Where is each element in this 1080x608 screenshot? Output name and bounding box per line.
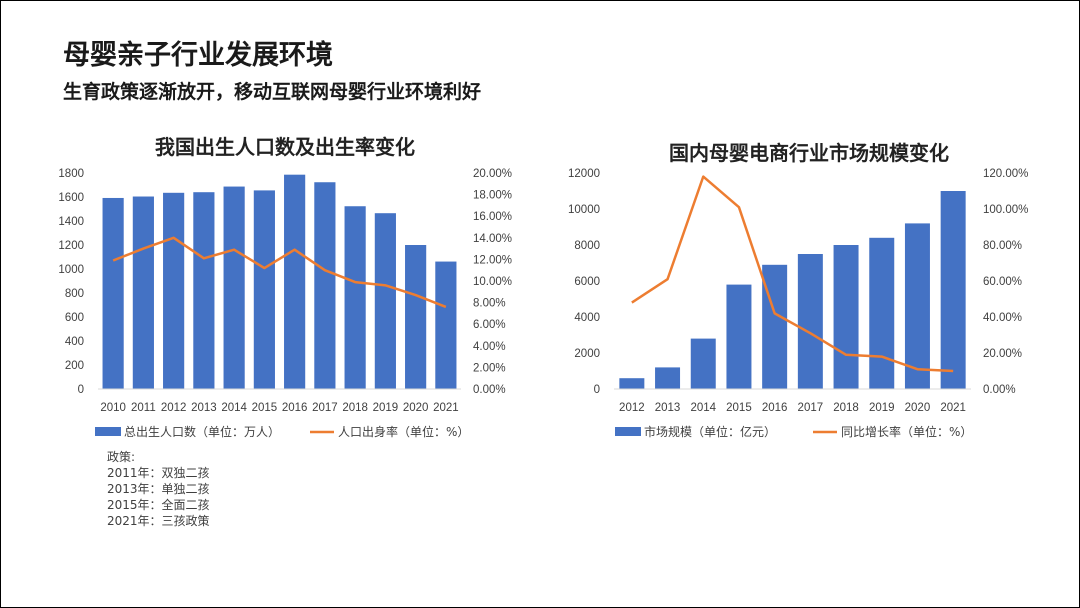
bar: [655, 367, 681, 389]
bar: [690, 338, 716, 389]
bar: [405, 245, 427, 389]
policy-item: 2015年：全面二孩: [107, 498, 210, 512]
y-left-tick-label: 2000: [574, 348, 600, 360]
x-tick-label: 2012: [161, 402, 187, 414]
y-left-tick-label: 1800: [58, 168, 84, 180]
bar: [193, 192, 215, 389]
x-tick-label: 2018: [342, 402, 368, 414]
x-tick-label: 2015: [726, 402, 752, 414]
y-left-tick-label: 10000: [568, 204, 600, 216]
bar: [253, 190, 275, 389]
y-left-tick-label: 8000: [574, 240, 600, 252]
y-right-tick-label: 12.00%: [473, 254, 512, 266]
x-tick-label: 2021: [433, 402, 459, 414]
ecommerce-chart: 国内母婴电商行业市场规模变化 0 2000 4000 6000 8000 10000 1200…: [568, 141, 1028, 439]
y-right-tick-label: 0.00%: [983, 384, 1016, 396]
policy-item: 2013年：单独二孩: [107, 482, 210, 496]
y-right-tick-label: 8.00%: [473, 298, 506, 310]
bar: [284, 174, 306, 389]
chart-title: 国内母婴电商行业市场规模变化: [669, 141, 949, 165]
y-right-tick-label: 100.00%: [983, 204, 1028, 216]
line-series: [631, 175, 954, 373]
x-tick-label: 2010: [100, 402, 126, 414]
y-right-tick-label: 40.00%: [983, 312, 1022, 324]
y-right-tick-label: 16.00%: [473, 211, 512, 223]
y-left-tick-label: 0: [594, 384, 600, 396]
x-tick-label: 2016: [282, 402, 308, 414]
bar: [374, 213, 396, 389]
y-right-tick-label: 10.00%: [473, 276, 512, 288]
y-left-tick-label: 0: [78, 384, 84, 396]
x-tick-label: 2016: [762, 402, 788, 414]
y-right-tick-label: 14.00%: [473, 233, 512, 245]
x-tick-label: 2011: [131, 402, 156, 414]
x-tick-label: 2012: [619, 402, 645, 414]
y-left-tick-label: 600: [65, 312, 84, 324]
y-right-tick-label: 80.00%: [983, 240, 1022, 252]
bar: [435, 261, 457, 389]
y-left-tick-label: 800: [65, 288, 84, 300]
y-left-tick-label: 1600: [58, 192, 84, 204]
x-tick-label: 2021: [940, 402, 966, 414]
bar: [314, 182, 336, 389]
bar: [833, 245, 859, 389]
y-left-tick-label: 1400: [58, 216, 84, 228]
x-tick-label: 2015: [252, 402, 278, 414]
x-tick-label: 2014: [221, 402, 247, 414]
bar: [619, 378, 645, 389]
bar: [223, 186, 245, 389]
bar: [102, 197, 124, 389]
y-left-tick-label: 400: [65, 336, 84, 348]
y-right-tick-label: 6.00%: [473, 319, 506, 331]
line-series: [112, 236, 447, 309]
x-tick-label: 2019: [373, 402, 399, 414]
x-tick-label: 2020: [403, 402, 429, 414]
bar: [940, 191, 966, 389]
x-tick-label: 2014: [690, 402, 716, 414]
policy-item: 2011年：双独二孩: [107, 466, 210, 480]
legend-label-line: 人口出身率（单位：%）: [338, 424, 469, 439]
legend-label-bar: 市场规模（单位：亿元）: [644, 424, 776, 439]
bar: [132, 196, 154, 389]
x-tick-label: 2019: [869, 402, 895, 414]
slide-subtitle: 生育政策逐渐放开，移动互联网母婴行业环境利好: [63, 81, 482, 103]
y-right-tick-label: 120.00%: [983, 168, 1028, 180]
x-tick-label: 2020: [905, 402, 931, 414]
y-right-tick-label: 20.00%: [983, 348, 1022, 360]
y-left-tick-label: 12000: [568, 168, 600, 180]
x-tick-label: 2013: [655, 402, 681, 414]
y-right-tick-label: 60.00%: [983, 276, 1022, 288]
x-tick-label: 2018: [833, 402, 859, 414]
policy-item: 2021年：三孩政策: [107, 514, 210, 528]
y-right-tick-label: 0.00%: [473, 384, 506, 396]
policy-notes: 政策: 2011年：双独二孩 2013年：单独二孩 2015年：全面二孩 202…: [107, 449, 210, 529]
slide-title: 母婴亲子行业发展环境: [63, 40, 333, 71]
bar: [726, 284, 752, 389]
y-right-tick-label: 2.00%: [473, 362, 506, 374]
policy-heading: 政策:: [107, 450, 136, 464]
y-right-tick-label: 4.00%: [473, 341, 506, 353]
legend-swatch-bar: [95, 427, 121, 436]
chart-title: 我国出生人口数及出生率变化: [155, 135, 415, 159]
x-tick-label: 2017: [798, 402, 824, 414]
y-left-tick-label: 4000: [574, 312, 600, 324]
legend-swatch-bar: [615, 427, 641, 436]
bar: [869, 237, 895, 389]
y-right-tick-label: 20.00%: [473, 168, 512, 180]
bar: [762, 264, 788, 389]
x-tick-label: 2017: [312, 402, 338, 414]
bar: [344, 206, 366, 389]
y-right-tick-label: 18.00%: [473, 190, 512, 202]
legend-label-line: 同比增长率（单位：%）: [841, 424, 972, 439]
x-tick-label: 2013: [191, 402, 217, 414]
y-left-tick-label: 200: [65, 360, 84, 372]
birth-chart: 我国出生人口数及出生率变化 0 200 400 600 800 1000 1200 1400 16…: [58, 135, 512, 439]
bar: [904, 223, 930, 389]
y-left-tick-label: 6000: [574, 276, 600, 288]
y-left-tick-label: 1000: [58, 264, 84, 276]
bar: [797, 254, 823, 389]
y-left-tick-label: 1200: [58, 240, 84, 252]
legend-label-bar: 总出生人口数（单位：万人）: [124, 424, 280, 439]
